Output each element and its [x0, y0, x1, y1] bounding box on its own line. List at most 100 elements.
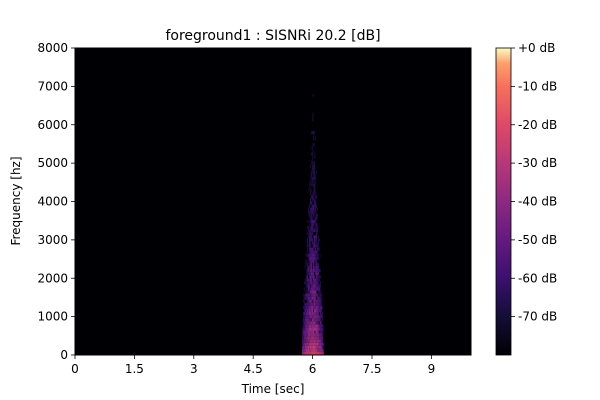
spectrogram-cell: [311, 250, 313, 254]
spectrogram-cell: [312, 321, 314, 325]
spectrogram-cell: [317, 238, 319, 242]
spectrogram-cell: [309, 333, 311, 337]
spectrogram-cell: [316, 253, 318, 257]
spectrogram-cell: [312, 195, 314, 199]
spectrogram-cell: [314, 186, 316, 190]
colorbar-tick-label: -10 dB: [518, 79, 557, 93]
spectrogram-cell: [315, 229, 317, 233]
spectrogram-cell: [311, 152, 313, 156]
spectrogram-cell: [317, 253, 319, 257]
spectrogram-cell: [315, 324, 317, 328]
spectrogram-cell: [314, 266, 316, 270]
spectrogram-cell: [312, 339, 314, 343]
spectrogram-cell: [316, 324, 318, 328]
spectrogram-cell: [305, 321, 307, 325]
spectrogram-cell: [320, 299, 322, 303]
spectrogram-cell: [319, 333, 321, 337]
spectrogram-cell: [309, 315, 311, 319]
spectrogram-cell: [306, 250, 308, 254]
spectrogram-cell: [311, 180, 313, 184]
spectrogram-cell: [316, 318, 318, 322]
spectrogram-cell: [322, 324, 324, 328]
spectrogram-cell: [303, 296, 305, 300]
spectrogram-cell: [321, 339, 323, 343]
spectrogram-cell: [322, 348, 324, 352]
spectrogram-cell: [309, 247, 311, 251]
spectrogram-cell: [309, 281, 311, 285]
spectrogram-cell: [308, 278, 310, 282]
spectrogram-cell: [313, 302, 315, 306]
spectrogram-cell: [311, 342, 313, 346]
spectrogram-cell: [314, 259, 316, 263]
spectrogram-cell: [305, 348, 306, 352]
spectrogram-cell: [314, 253, 316, 257]
spectrogram-cell: [313, 305, 315, 309]
spectrogram-cell: [310, 238, 311, 242]
spectrogram-cell: [321, 296, 323, 300]
spectrogram-cell: [319, 305, 320, 309]
spectrogram-cell: [308, 232, 310, 236]
spectrogram-cell: [315, 327, 317, 331]
spectrogram-cell: [314, 130, 315, 134]
spectrogram-cell: [316, 275, 318, 279]
spectrogram-cell: [310, 336, 312, 340]
spectrogram-cell: [311, 339, 313, 343]
spectrogram-cell: [312, 287, 314, 291]
spectrogram-cell: [310, 176, 312, 180]
spectrogram-cell: [314, 345, 315, 349]
spectrogram-cell: [321, 330, 323, 334]
spectrogram-cell: [304, 339, 306, 343]
spectrogram-cell: [309, 232, 311, 236]
spectrogram-cell: [318, 278, 320, 282]
spectrogram-cell: [306, 327, 308, 331]
spectrogram-cell: [304, 312, 305, 316]
spectrogram-cell: [322, 351, 324, 355]
spectrogram-cell: [309, 339, 311, 343]
spectrogram-cell: [314, 342, 315, 346]
spectrogram-cell: [311, 226, 313, 230]
colorbar-tick-label: +0 dB: [518, 41, 555, 55]
spectrogram-cell: [302, 327, 304, 331]
spectrogram-cell: [319, 324, 321, 328]
spectrogram-cell: [317, 330, 319, 334]
spectrogram-cell: [316, 262, 318, 266]
spectrogram-cell: [315, 278, 317, 282]
spectrogram-cell: [311, 296, 313, 300]
spectrogram-cell: [312, 155, 314, 159]
spectrogram-cell: [309, 321, 311, 325]
spectrogram-cell: [304, 348, 305, 352]
chart-title: foreground1 : SISNRi 20.2 [dB]: [165, 28, 380, 44]
spectrogram-cell: [310, 259, 312, 263]
spectrogram-cell: [304, 281, 306, 285]
spectrogram-cell: [319, 318, 321, 322]
spectrogram-cell: [308, 305, 310, 309]
spectrogram-cell: [322, 336, 324, 340]
spectrogram-cell: [316, 312, 318, 316]
spectrogram-cell: [305, 312, 306, 316]
spectrogram-cell: [302, 342, 304, 346]
spectrogram-cell: [315, 351, 317, 355]
spectrogram-cell: [312, 244, 314, 248]
spectrogram-cell: [307, 244, 309, 248]
spectrogram-cell: [313, 241, 315, 245]
spectrogram-cell: [312, 259, 314, 263]
spectrogram-cell: [316, 272, 317, 276]
spectrogram-cell: [304, 330, 306, 334]
spectrogram-cell: [306, 241, 308, 245]
y-tick-label: 5000: [37, 156, 68, 170]
spectrogram-cell: [302, 318, 304, 322]
spectrogram-cell: [309, 293, 311, 297]
spectrogram-cell: [319, 336, 321, 340]
spectrogram-cell: [320, 330, 322, 334]
spectrogram-cell: [303, 299, 305, 303]
spectrogram-cell: [309, 235, 311, 239]
spectrogram-cell: [314, 226, 316, 230]
spectrogram-cell: [321, 333, 323, 337]
spectrogram-cell: [317, 302, 319, 306]
colorbar-tick-label: -70 dB: [518, 310, 557, 324]
spectrogram-cell: [312, 170, 314, 174]
spectrogram-cell: [310, 229, 312, 233]
spectrogram-cell: [310, 293, 312, 297]
spectrogram-cell: [321, 293, 323, 297]
spectrogram-cell: [313, 161, 315, 165]
